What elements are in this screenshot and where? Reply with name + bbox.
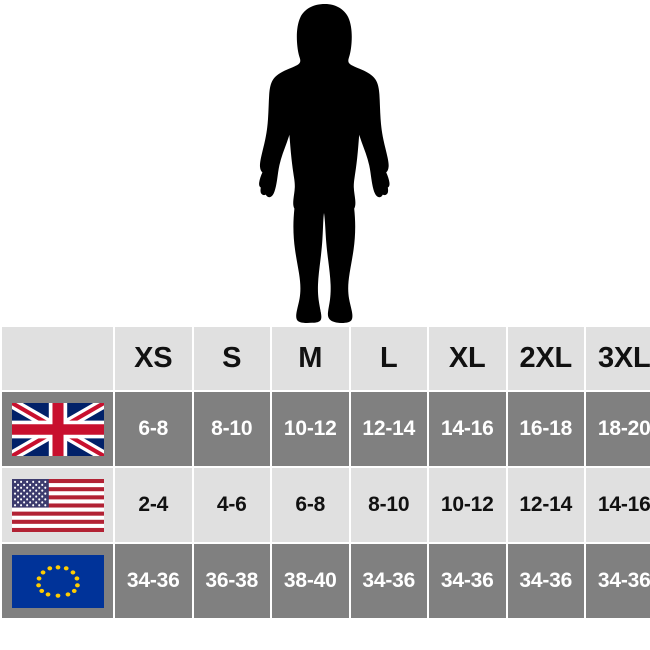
female-body-silhouette bbox=[259, 4, 390, 323]
us-value-xs: 2-4 bbox=[115, 468, 192, 542]
eu-value-2xl: 34-36 bbox=[507, 544, 584, 618]
table-row-us: 2-4 4-6 6-8 8-10 10-12 12-14 14-16 bbox=[2, 468, 650, 542]
table-row-uk: 6-8 8-10 10-12 12-14 14-16 16-18 18-20 bbox=[2, 392, 650, 466]
eu-value-xs: 34-36 bbox=[115, 544, 192, 618]
size-chart-table: XS S M L XL 2XL 3XL bbox=[0, 325, 650, 620]
eu-value-3xl: 34-36 bbox=[586, 544, 650, 618]
us-flag-icon bbox=[11, 478, 104, 532]
header-size-l: L bbox=[350, 327, 427, 390]
eu-value-l: 34-36 bbox=[350, 544, 427, 618]
eu-flag-icon bbox=[11, 554, 104, 608]
header-size-2xl: 2XL bbox=[507, 327, 584, 390]
header-size-xs: XS bbox=[115, 327, 192, 390]
header-size-s: S bbox=[193, 327, 270, 390]
silhouette-shape bbox=[259, 4, 390, 323]
header-size-m: M bbox=[272, 327, 349, 390]
table-row-eu: 34-36 36-38 38-40 34-36 34-36 34-36 34-3… bbox=[2, 544, 650, 618]
us-value-3xl: 14-16 bbox=[586, 468, 650, 542]
uk-value-s: 8-10 bbox=[193, 392, 270, 466]
header-corner-cell bbox=[2, 327, 113, 390]
eu-flag-cell bbox=[2, 544, 113, 618]
us-value-l: 8-10 bbox=[350, 468, 427, 542]
uk-value-xl: 14-16 bbox=[429, 392, 506, 466]
uk-flag-cell bbox=[2, 392, 113, 466]
uk-flag-icon bbox=[11, 402, 104, 456]
us-value-s: 4-6 bbox=[193, 468, 270, 542]
us-value-xl: 10-12 bbox=[429, 468, 506, 542]
header-size-xl: XL bbox=[429, 327, 506, 390]
uk-value-xs: 6-8 bbox=[115, 392, 192, 466]
eu-value-s: 36-38 bbox=[193, 544, 270, 618]
eu-value-m: 38-40 bbox=[272, 544, 349, 618]
uk-value-2xl: 16-18 bbox=[507, 392, 584, 466]
eu-value-xl: 34-36 bbox=[429, 544, 506, 618]
table-header-row: XS S M L XL 2XL 3XL bbox=[2, 327, 650, 390]
uk-value-m: 10-12 bbox=[272, 392, 349, 466]
uk-value-3xl: 18-20 bbox=[586, 392, 650, 466]
figure-area bbox=[259, 4, 390, 323]
uk-value-l: 12-14 bbox=[350, 392, 427, 466]
us-value-2xl: 12-14 bbox=[507, 468, 584, 542]
header-size-3xl: 3XL bbox=[586, 327, 650, 390]
us-value-m: 6-8 bbox=[272, 468, 349, 542]
us-flag-cell bbox=[2, 468, 113, 542]
